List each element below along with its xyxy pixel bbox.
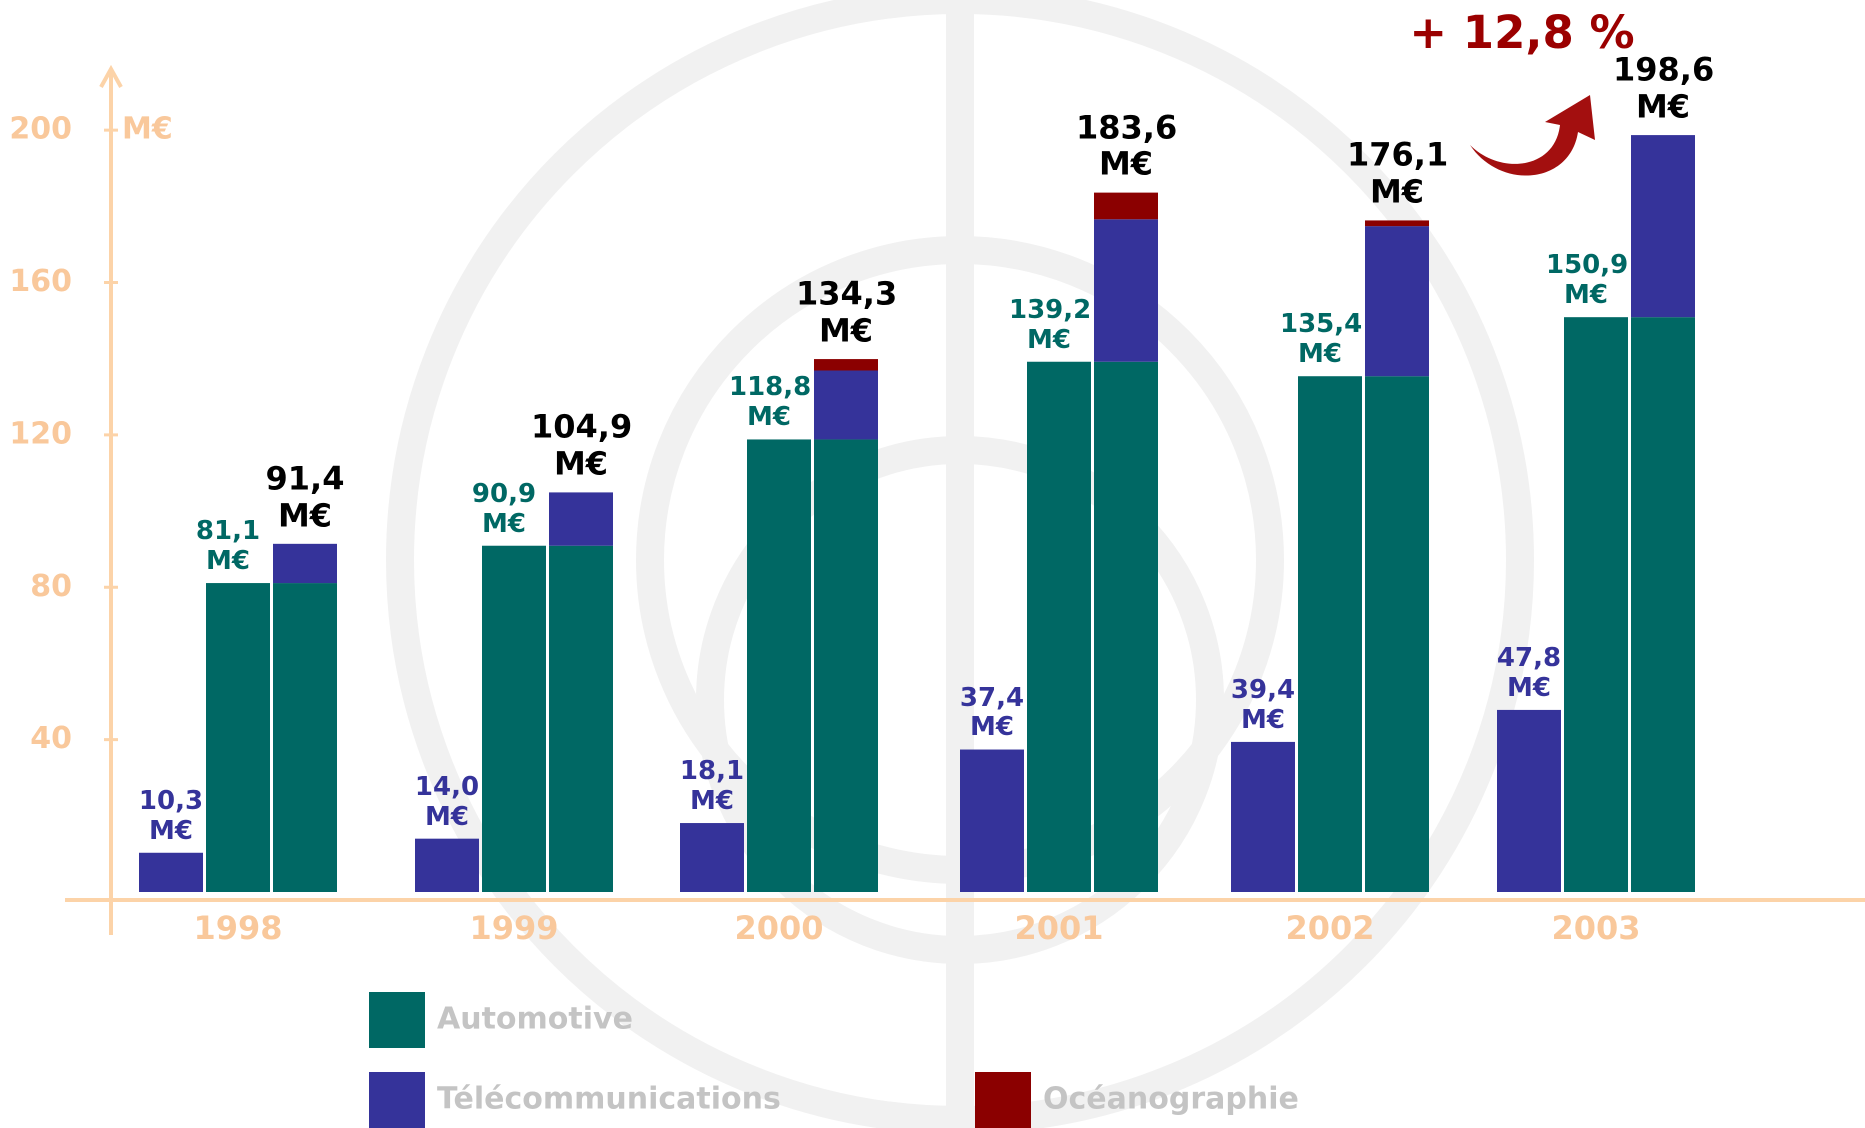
bar <box>814 371 878 440</box>
bar <box>1094 362 1158 892</box>
bar <box>1631 135 1695 317</box>
bar <box>482 546 546 892</box>
bar <box>273 583 337 892</box>
bar <box>273 544 337 583</box>
bar <box>814 439 878 892</box>
bar <box>814 359 878 370</box>
telecom-label: 14,0 M€ <box>407 773 487 833</box>
chart: + 12,8 % 40 80 120 160 200 M€ 1998 1999 2000 2001… <box>0 0 1865 1128</box>
annotation: + 12,8 % <box>1409 6 1634 59</box>
automotive-label: 139,2 M€ <box>1009 296 1089 356</box>
bar <box>1231 742 1295 892</box>
bar <box>1564 317 1628 892</box>
legend-label: Télécommunications <box>437 1082 781 1117</box>
automotive-label: 135,4 M€ <box>1280 310 1360 370</box>
y-axis-label: M€ <box>122 112 173 147</box>
bar <box>1365 220 1429 226</box>
bar <box>549 492 613 545</box>
total-label: 134,3 M€ <box>796 275 896 349</box>
bar <box>139 853 203 892</box>
legend-label: Océanographie <box>1043 1082 1299 1117</box>
total-label: 198,6 M€ <box>1613 51 1713 125</box>
y-tick-label: 80 <box>30 569 72 604</box>
telecom-label: 39,4 M€ <box>1223 676 1303 736</box>
total-label: 176,1 M€ <box>1347 137 1447 211</box>
x-tick-label: 2002 <box>1285 909 1374 947</box>
y-tick-label: 160 <box>9 264 72 299</box>
total-label: 104,9 M€ <box>531 409 631 483</box>
bar <box>747 439 811 892</box>
bar <box>1298 376 1362 892</box>
bar <box>1497 710 1561 892</box>
y-tick-label: 200 <box>9 112 72 147</box>
x-tick-label: 2003 <box>1551 909 1640 947</box>
bar <box>1365 376 1429 892</box>
bar <box>960 750 1024 892</box>
bar <box>549 546 613 892</box>
telecom-label: 18,1 M€ <box>672 757 752 817</box>
bar <box>206 583 270 892</box>
automotive-label: 90,9 M€ <box>464 480 544 540</box>
x-tick-label: 2001 <box>1014 909 1103 947</box>
legend-label: Automotive <box>437 1002 633 1037</box>
telecom-label: 47,8 M€ <box>1489 644 1569 704</box>
bar <box>1094 193 1158 220</box>
x-tick-label: 1998 <box>193 909 282 947</box>
legend-swatch <box>369 992 425 1048</box>
automotive-label: 118,8 M€ <box>729 374 809 434</box>
automotive-label: 150,9 M€ <box>1546 251 1626 311</box>
legend-swatch <box>975 1072 1031 1128</box>
bar <box>1631 317 1695 892</box>
bar <box>415 839 479 892</box>
bar <box>1365 226 1429 376</box>
bar <box>1027 362 1091 892</box>
x-tick-label: 1999 <box>469 909 558 947</box>
growth-arrow <box>1470 95 1595 176</box>
bar <box>1094 219 1158 361</box>
telecom-label: 37,4 M€ <box>952 684 1032 744</box>
y-tick-label: 40 <box>30 721 72 756</box>
bar <box>680 823 744 892</box>
telecom-label: 10,3 M€ <box>131 787 211 847</box>
x-tick-label: 2000 <box>734 909 823 947</box>
total-label: 183,6 M€ <box>1076 109 1176 183</box>
total-label: 91,4 M€ <box>255 460 355 534</box>
page: {"chart_data": {"type": "grouped-stacked… <box>0 0 1865 1128</box>
legend-swatch <box>369 1072 425 1128</box>
y-tick-label: 120 <box>9 416 72 451</box>
